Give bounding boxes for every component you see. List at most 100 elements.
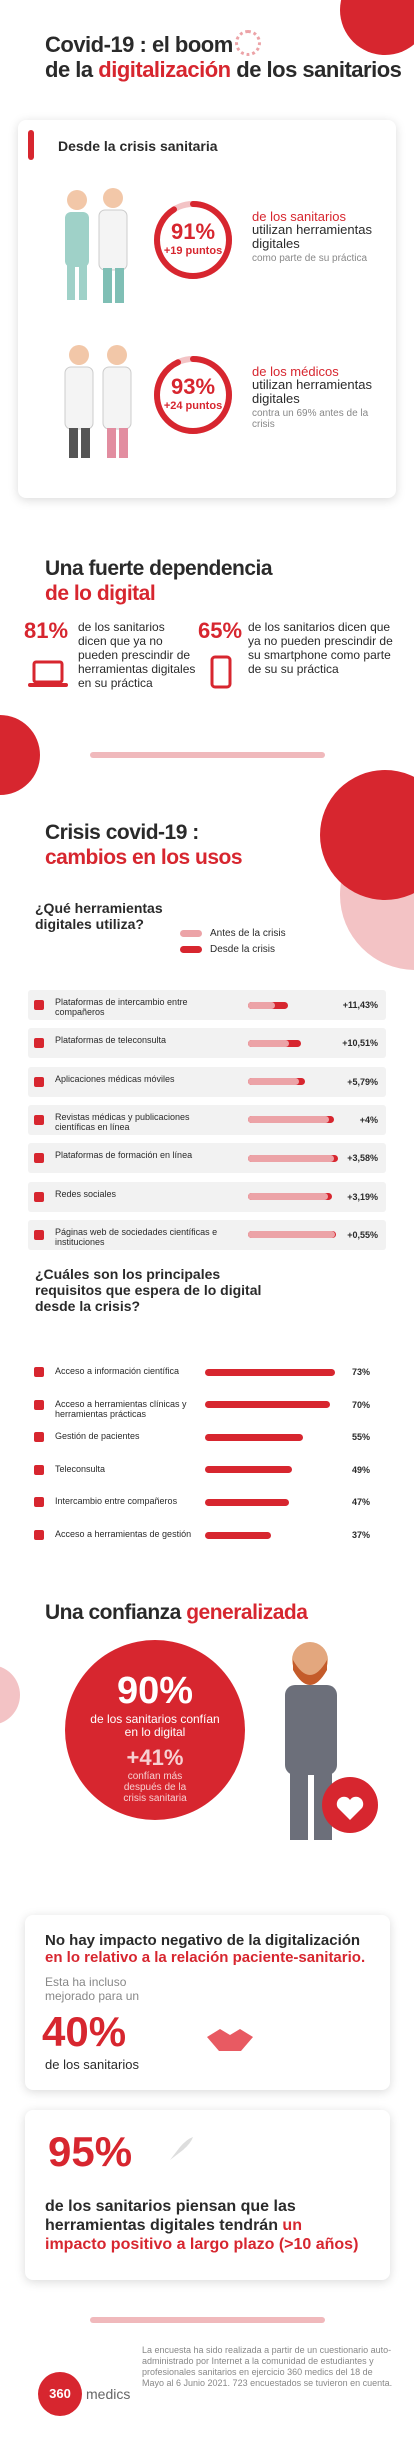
rocket-icon	[170, 2137, 193, 2160]
stat-text: confían más después de la crisis sanitar…	[123, 1771, 187, 1804]
title-text: Una confianza	[45, 1601, 181, 1624]
row-icon	[34, 1367, 44, 1377]
bar	[248, 1078, 299, 1086]
divider	[90, 2317, 325, 2323]
bar	[248, 1231, 336, 1239]
title-line: de lo digital	[45, 582, 156, 605]
stat-value: 93%	[170, 374, 216, 399]
legend-swatch	[180, 946, 202, 953]
stat-text: de los sanitarios confían en lo digital	[90, 1712, 220, 1739]
row-icon	[34, 1153, 44, 1164]
bar	[248, 1116, 330, 1124]
value-label: 55%	[351, 1432, 370, 1443]
section-title: Crisis covid-19 : cambios en los usos	[45, 820, 243, 870]
divider	[90, 752, 325, 758]
bar	[205, 1498, 289, 1506]
stat-note: como parte de su práctica	[252, 253, 368, 264]
value-label: 47%	[351, 1497, 370, 1508]
legend-swatch	[180, 930, 202, 937]
title: Covid-19 : el boom de la digitalización …	[45, 32, 402, 82]
doctor-illustration	[285, 1642, 378, 1840]
row-icon	[34, 1191, 44, 1202]
section-title: Una fuerte dependencia de lo digital	[45, 556, 273, 606]
title-text: de la	[45, 57, 93, 82]
row-icon	[34, 1497, 44, 1508]
value-label: 49%	[351, 1464, 370, 1475]
stat-text: utilizan herramientas digitales	[252, 222, 372, 251]
category-label: Redes sociales	[55, 1188, 117, 1199]
category-label: Aplicaciones médicas móviles	[55, 1073, 175, 1084]
stat-note: contra un 69% antes de la crisis	[252, 408, 369, 430]
category-label: Acceso a herramientas de gestión	[55, 1529, 192, 1539]
change-label: +0,55%	[347, 1229, 378, 1240]
ring	[154, 201, 232, 279]
title-highlight: digitalización	[98, 57, 231, 82]
title-line: cambios en los usos	[45, 846, 243, 869]
logo-circle	[38, 2372, 82, 2416]
row-icon	[34, 1000, 44, 1010]
legend-label: Antes de la crisis	[210, 928, 286, 939]
title-line: Covid-19 : el boom	[45, 32, 233, 57]
text-highlight: un impacto positivo a largo plazo (>10 a…	[45, 2217, 359, 2253]
category-label: Páginas web de sociedades científicas e …	[55, 1226, 218, 1247]
change-label: +5,79%	[347, 1076, 378, 1087]
ring-arc	[154, 201, 232, 279]
chart-question: ¿Qué herramientas digitales utiliza?	[35, 900, 163, 932]
bar	[205, 1433, 303, 1441]
ring	[154, 356, 232, 434]
phone-icon	[210, 655, 232, 689]
row-icon	[34, 1530, 44, 1540]
row-bg	[28, 1028, 386, 1059]
bar	[248, 1001, 276, 1009]
category-label: Plataformas de formación en línea	[55, 1150, 193, 1161]
decor-circle	[320, 770, 414, 900]
bar	[205, 1368, 335, 1376]
stat-text: de los sanitarios dicen que ya no pueden…	[78, 620, 196, 690]
card-heading: Desde la crisis sanitaria	[58, 138, 218, 154]
title-line: Una fuerte dependencia	[45, 557, 273, 580]
stat-value: 40%	[42, 2008, 127, 2055]
row-icon	[34, 1399, 44, 1410]
stat-value: 90%	[116, 1670, 194, 1712]
legend-label: Desde la crisis	[210, 944, 276, 955]
row-icon	[34, 1038, 44, 1049]
logo: 360	[49, 2386, 71, 2401]
title-text: de los sanitarios	[236, 57, 402, 82]
title-text: No hay impacto negativo de la digitaliza…	[45, 1932, 361, 1949]
logo-text: medics	[86, 2386, 131, 2402]
chart-question: ¿Cuáles son los principales requisitos q…	[35, 1266, 262, 1314]
future-text: de los sanitarios piensan que las herram…	[45, 2197, 365, 2254]
category-label: Gestión de pacientes	[55, 1431, 140, 1442]
title-highlight: generalizada	[186, 1601, 308, 1624]
bar	[248, 1039, 290, 1047]
stat-value: +41%	[126, 1745, 184, 1770]
stat-who: de los médicos	[252, 364, 339, 379]
title-highlight: en lo relativo a la relación paciente-sa…	[45, 1949, 366, 1966]
row-icon	[34, 1114, 44, 1125]
impact-title: No hay impacto negativo de la digitaliza…	[45, 1932, 380, 1966]
stat-value: 91%	[170, 219, 216, 244]
row-icon	[34, 1229, 44, 1240]
row-icon	[34, 1464, 44, 1475]
stat-text: de los sanitarios dicen que ya no pueden…	[248, 620, 393, 676]
stat-text: de los sanitarios	[45, 2057, 139, 2072]
stat-value: 81%	[24, 618, 69, 643]
stat-who: de los sanitarios	[252, 209, 346, 224]
value-label: 37%	[351, 1530, 370, 1540]
category-label: Intercambio entre compañeros	[55, 1496, 178, 1507]
category-label: Teleconsulta	[55, 1463, 106, 1474]
impact-card	[25, 1915, 390, 2090]
handshake-icon	[207, 2029, 253, 2051]
trust-text: 90% de los sanitarios confían en lo digi…	[85, 1670, 225, 1804]
row-bg	[28, 990, 386, 1020]
change-label: +4%	[359, 1114, 378, 1125]
category-label: Acceso a información científica	[55, 1366, 180, 1376]
title-line: Crisis covid-19 :	[45, 821, 199, 844]
virus-icon	[235, 30, 261, 56]
category-label: Plataformas de intercambio entre compañe…	[55, 997, 188, 1017]
footer-note: La encuesta ha sido realizada a partir d…	[142, 2345, 393, 2388]
change-label: +11,43%	[342, 1000, 378, 1010]
future-card	[25, 2110, 390, 2280]
bar	[205, 1531, 271, 1539]
